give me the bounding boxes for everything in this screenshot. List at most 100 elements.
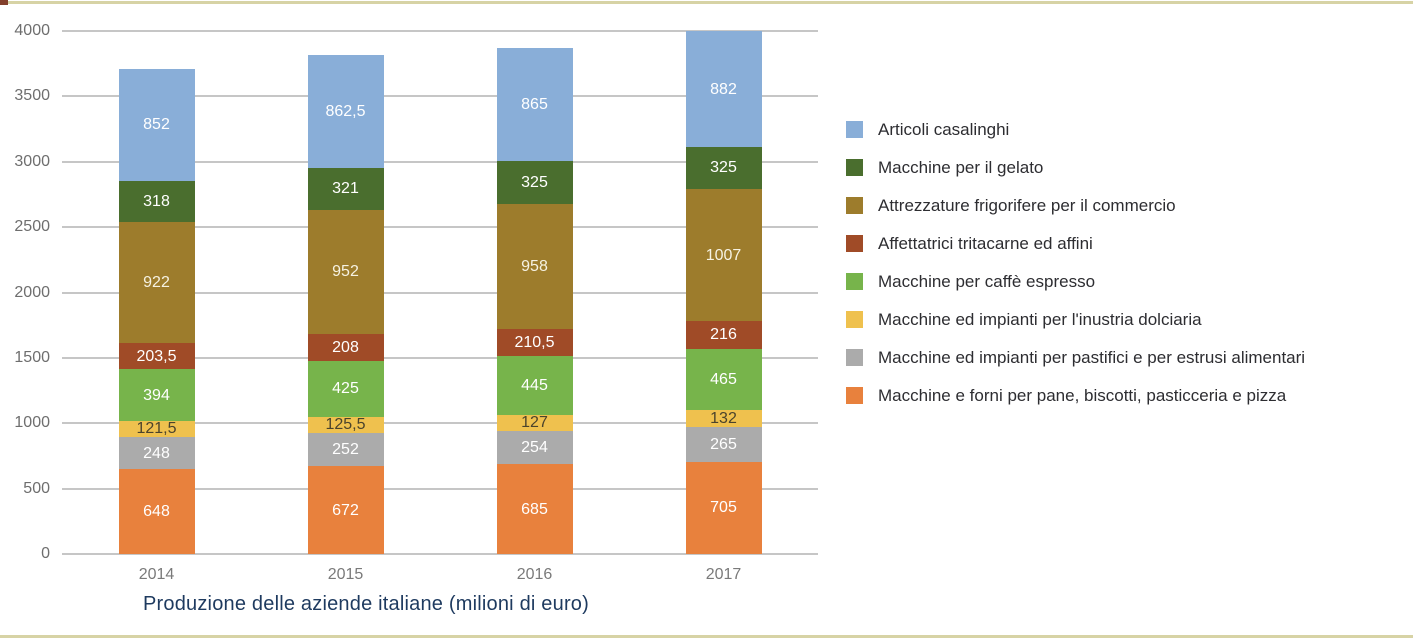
bar-segment: 216 [685, 320, 762, 350]
gridline-4000 [62, 30, 818, 32]
bar-segment-value: 882 [710, 80, 737, 98]
gridline-2000 [62, 291, 818, 294]
legend-swatch-icon [846, 197, 863, 214]
y-axis-tick-label: 1000 [14, 414, 50, 432]
bar-segment: 865 [496, 48, 573, 162]
bar-segment-value: 265 [710, 435, 737, 453]
bar-group-2017: 705 265 132 465 216 1007 325 882 [685, 0, 762, 554]
legend-label: Attrezzature frigorifere per il commerci… [878, 195, 1176, 215]
bar-segment: 852 [118, 69, 195, 181]
bar-segment: 132 [685, 409, 762, 428]
bar-segment: 705 [685, 461, 762, 554]
bar-segment: 862,5 [307, 54, 384, 168]
gridline-500 [62, 487, 818, 490]
y-axis-tick-label: 1500 [14, 348, 50, 366]
gridline-1500 [62, 356, 818, 359]
bar-segment: 203,5 [118, 342, 195, 370]
legend-label: Macchine e forni per pane, biscotti, pas… [878, 385, 1287, 405]
legend-label: Articoli casalinghi [878, 119, 1010, 139]
bar-segment: 265 [685, 427, 762, 462]
bar-segment: 445 [496, 356, 573, 415]
bar-segment-value: 685 [521, 500, 548, 518]
page-bottom-border [0, 635, 1413, 638]
bar-group-2014: 648 248 121,5 394 203,5 922 318 852 [118, 0, 195, 554]
legend-swatch-icon [846, 121, 863, 138]
bar-segment: 125,5 [307, 416, 384, 434]
bar-segment-value: 325 [521, 173, 548, 191]
bar-segment: 121,5 [118, 420, 195, 438]
legend-item: Attrezzature frigorifere per il commerci… [846, 195, 1305, 215]
bar-group-2015: 672 252 125,5 425 208 952 321 862,5 [307, 0, 384, 554]
legend-item: Macchine e forni per pane, biscotti, pas… [846, 385, 1305, 405]
bar-segment: 208 [307, 334, 384, 362]
bar-segment-value: 862,5 [325, 102, 366, 120]
gridline-3000 [62, 160, 818, 163]
x-axis-tick-label: 2015 [327, 566, 364, 583]
gridline-1000 [62, 422, 818, 425]
bar-segment-value: 325 [710, 159, 737, 177]
bar-group-2016: 685 254 127 445 210,5 958 325 865 [496, 0, 573, 554]
y-axis-tick-label: 0 [41, 545, 50, 562]
legend-label: Macchine per caffè espresso [878, 271, 1096, 291]
bar-segment-value: 465 [710, 371, 737, 388]
bar-segment-value: 121,5 [136, 420, 177, 438]
bar-segment-value: 852 [143, 116, 170, 134]
bar-segment-value: 132 [710, 410, 737, 428]
bar-segment: 248 [118, 436, 195, 470]
legend-label: Macchine ed impianti per l'inustria dolc… [878, 309, 1202, 329]
legend-item: Macchine per caffè espresso [846, 271, 1305, 291]
bar-segment-value: 865 [521, 96, 548, 114]
bar-segment: 210,5 [496, 328, 573, 357]
bar-segment-value: 952 [332, 263, 359, 281]
bar-segment: 672 [307, 466, 384, 554]
legend-swatch-icon [846, 159, 863, 176]
legend-swatch-icon [846, 387, 863, 404]
bar-segment: 321 [307, 167, 384, 210]
bar-segment-value: 445 [521, 377, 548, 394]
bar-segment: 325 [496, 161, 573, 204]
legend-swatch-icon [846, 273, 863, 290]
bar-segment-value: 425 [332, 380, 359, 398]
bar-segment: 465 [685, 349, 762, 410]
bar-segment-value: 958 [521, 257, 548, 275]
bar-segment-value: 254 [521, 439, 548, 457]
bar-segment-value: 648 [143, 503, 170, 521]
bar-segment: 425 [307, 361, 384, 417]
legend-item: Macchine ed impianti per pastifici e per… [846, 347, 1306, 367]
legend-swatch-icon [846, 349, 863, 366]
legend-label: Affettatrici tritacarne ed affini [878, 233, 1093, 253]
y-axis-tick-label: 2500 [14, 218, 50, 236]
bar-segment-value: 210,5 [514, 334, 555, 352]
x-axis-tick-label: 2017 [705, 566, 742, 583]
bar-segment: 648 [118, 469, 195, 554]
legend-label: Macchine per il gelato [878, 157, 1044, 177]
bar-segment-value: 394 [143, 386, 170, 404]
bar-segment-value: 705 [710, 499, 737, 517]
bar-segment-value: 127 [521, 414, 548, 432]
legend-label: Macchine ed impianti per pastifici e per… [878, 347, 1306, 367]
legend-item: Affettatrici tritacarne ed affini [846, 233, 1305, 253]
y-axis-tick-label: 500 [23, 479, 50, 497]
x-axis-tick-label: 2014 [138, 566, 175, 583]
bar-segment: 952 [307, 209, 384, 334]
page-top-border [0, 1, 1413, 4]
bar-segment-value: 203,5 [136, 347, 177, 365]
legend-item: Macchine per il gelato [846, 157, 1305, 177]
legend-swatch-icon [846, 235, 863, 252]
bar-segment-value: 672 [332, 501, 359, 519]
legend-item: Articoli casalinghi [846, 119, 1305, 139]
y-axis-tick-label: 4000 [14, 22, 50, 39]
chart-title: Produzione delle aziende italiane (milio… [142, 593, 589, 615]
y-axis-tick-label: 2000 [14, 283, 50, 301]
bar-segment-value: 125,5 [325, 416, 366, 434]
chart-legend: Articoli casalinghi Macchine per il gelat… [846, 119, 1306, 425]
bar-segment: 882 [685, 31, 762, 147]
bar-segment: 685 [496, 464, 573, 554]
bar-segment-value: 1007 [705, 246, 742, 264]
gridline-3500 [62, 95, 818, 98]
bar-segment-value: 922 [143, 274, 170, 292]
page-corner-mark [0, 0, 8, 5]
bar-segment: 394 [118, 369, 195, 421]
x-axis-tick-label: 2016 [516, 566, 553, 583]
bar-segment-value: 216 [710, 326, 737, 344]
